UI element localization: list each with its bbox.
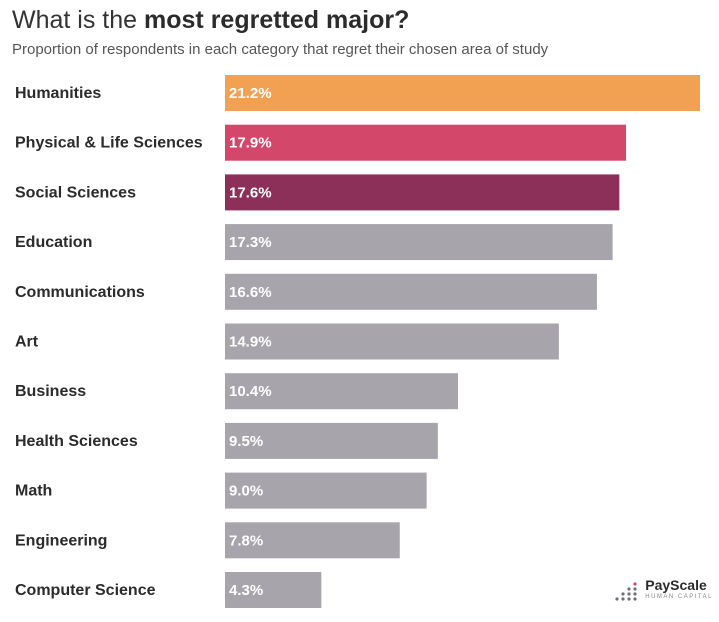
category-label-business: Business bbox=[15, 383, 86, 400]
logo-dot bbox=[621, 597, 625, 601]
value-label-art: 14.9% bbox=[229, 334, 272, 351]
bar-engineering bbox=[225, 522, 400, 559]
chart-subtitle: Proportion of respondents in each catego… bbox=[12, 41, 549, 58]
value-label-engineering: 7.8% bbox=[229, 532, 263, 549]
bar-math bbox=[225, 472, 427, 509]
value-label-social-sciences: 17.6% bbox=[229, 184, 272, 201]
value-label-physical-life-sciences: 17.9% bbox=[229, 135, 272, 152]
category-label-math: Math bbox=[15, 483, 52, 500]
category-label-health-sciences: Health Sciences bbox=[15, 433, 138, 450]
value-label-humanities: 21.2% bbox=[229, 85, 272, 102]
category-label-physical-life-sciences: Physical & Life Sciences bbox=[15, 135, 203, 152]
logo-dot bbox=[621, 592, 625, 596]
bar-humanities bbox=[225, 75, 700, 111]
category-label-computer-science: Computer Science bbox=[15, 582, 156, 599]
logo-dot bbox=[633, 582, 637, 586]
logo-dot bbox=[627, 587, 631, 591]
category-label-engineering: Engineering bbox=[15, 532, 107, 549]
value-label-computer-science: 4.3% bbox=[229, 582, 263, 599]
category-label-art: Art bbox=[15, 334, 39, 351]
bar-computer-science bbox=[225, 572, 322, 608]
logo-dot bbox=[633, 587, 637, 591]
category-label-humanities: Humanities bbox=[15, 85, 101, 102]
value-label-business: 10.4% bbox=[229, 383, 272, 400]
value-label-communications: 16.6% bbox=[229, 284, 272, 301]
category-label-social-sciences: Social Sciences bbox=[15, 184, 136, 201]
bar-communications bbox=[225, 273, 597, 310]
category-label-communications: Communications bbox=[15, 284, 145, 301]
value-label-math: 9.0% bbox=[229, 483, 263, 500]
bar-business bbox=[225, 373, 459, 410]
logo-dot bbox=[633, 592, 637, 596]
chart-title-prefix: What is the bbox=[12, 6, 138, 34]
logo-tagline: HUMAN CAPITAL bbox=[645, 594, 713, 600]
bar-social-sciences bbox=[225, 174, 620, 211]
payscale-logo-icon bbox=[615, 582, 637, 601]
payscale-logo: PayScale HUMAN CAPITAL bbox=[614, 576, 713, 602]
logo-dot bbox=[615, 597, 619, 601]
logo-name: PayScale bbox=[645, 577, 707, 593]
bar-art bbox=[225, 323, 559, 360]
value-label-education: 17.3% bbox=[229, 234, 272, 251]
logo-dot bbox=[633, 597, 637, 601]
chart-title-emphasis: most regretted major? bbox=[144, 6, 410, 34]
bar-health-sciences bbox=[225, 422, 438, 459]
logo-dot bbox=[627, 592, 631, 596]
logo-dot bbox=[627, 597, 631, 601]
bar-physical-life-sciences bbox=[225, 124, 627, 161]
chart-title: What is the most regretted major? bbox=[12, 6, 409, 35]
value-label-health-sciences: 9.5% bbox=[229, 433, 263, 450]
category-label-education: Education bbox=[15, 234, 92, 251]
bar-education bbox=[225, 224, 613, 261]
